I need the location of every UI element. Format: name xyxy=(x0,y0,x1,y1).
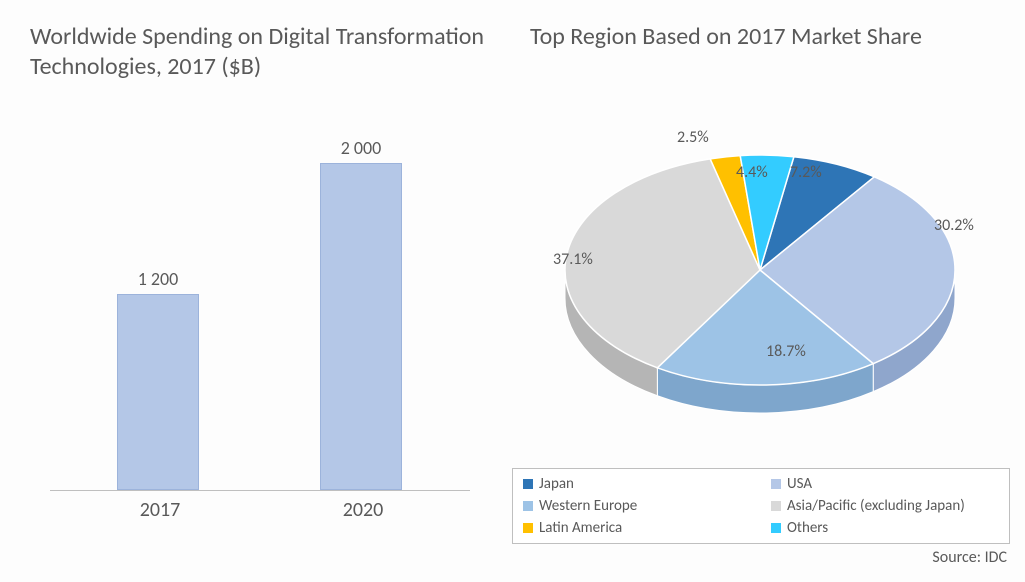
legend-label: USA xyxy=(787,475,812,493)
pie-label-usa: 30.2% xyxy=(934,216,974,235)
source-label: Source: IDC xyxy=(932,548,1007,567)
legend-swatch-icon xyxy=(523,501,533,511)
legend-swatch-icon xyxy=(771,479,781,489)
legend-item-japan: Japan xyxy=(523,475,751,493)
legend-label: Western Europe xyxy=(539,497,637,515)
legend-swatch-icon xyxy=(523,479,533,489)
legend-label: Asia/Pacific (excluding Japan) xyxy=(787,497,965,515)
legend-swatch-icon xyxy=(771,501,781,511)
legend-item-asia-pacific: Asia/Pacific (excluding Japan) xyxy=(771,497,999,515)
pie-label-latin-america: 2.5% xyxy=(677,128,709,147)
legend-item-usa: USA xyxy=(771,475,999,493)
pie-label-asia-pacific: 37.1% xyxy=(553,250,593,269)
pie-label-western-europe: 18.7% xyxy=(766,342,806,361)
legend-label: Latin America xyxy=(539,519,622,537)
pie-label-others: 4.4% xyxy=(736,163,768,182)
legend-item-latin-america: Latin America xyxy=(523,519,751,537)
pie-legend: Japan USA Western Europe Asia/Pacific (e… xyxy=(512,468,1010,544)
legend-swatch-icon xyxy=(771,523,781,533)
legend-swatch-icon xyxy=(523,523,533,533)
legend-label: Japan xyxy=(539,475,574,493)
legend-label: Others xyxy=(787,519,828,537)
legend-item-others: Others xyxy=(771,519,999,537)
pie-label-japan: 7.2% xyxy=(790,163,822,182)
legend-item-western-europe: Western Europe xyxy=(523,497,751,515)
